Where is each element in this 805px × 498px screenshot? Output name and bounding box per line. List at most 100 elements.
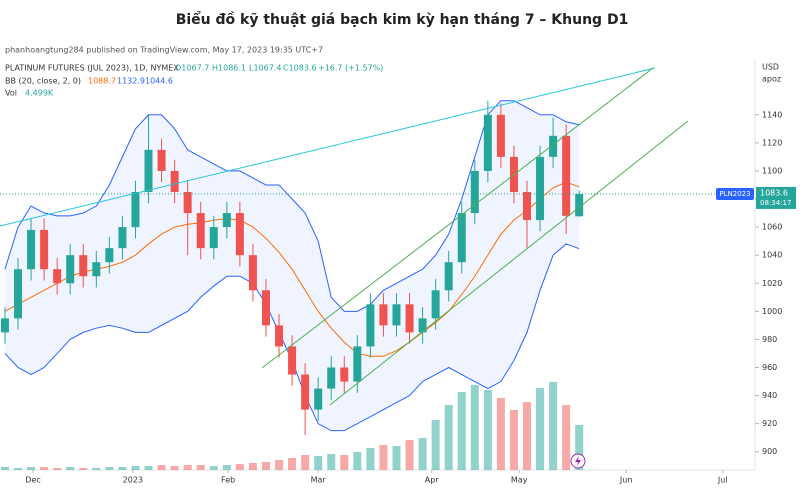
volume-bar bbox=[209, 466, 218, 470]
legend-low: L1067.4 bbox=[249, 64, 281, 73]
legend-bb-basis: 1088.7 bbox=[88, 77, 116, 86]
volume-bar bbox=[92, 468, 101, 470]
candle-body bbox=[105, 248, 114, 263]
candle-body bbox=[222, 213, 231, 228]
volume-bar bbox=[509, 410, 518, 470]
candle-body bbox=[340, 367, 349, 382]
candle-body bbox=[327, 367, 336, 389]
candle-body bbox=[27, 229, 36, 270]
y-tick-label: 1100 bbox=[762, 166, 782, 175]
candle-body bbox=[144, 149, 153, 192]
x-tick-label: Jun bbox=[619, 476, 633, 485]
channel-line bbox=[329, 120, 689, 406]
candle-body bbox=[118, 227, 127, 249]
x-tick-label: 2023 bbox=[123, 476, 143, 485]
volume-bar bbox=[444, 405, 453, 470]
legend: PLATINUM FUTURES (JUL 2023), 1D, NYMEX O… bbox=[5, 64, 383, 98]
candle-body bbox=[92, 262, 101, 277]
x-tick-label: May bbox=[511, 476, 528, 485]
y-tick-label: 980 bbox=[762, 335, 777, 344]
candle-body bbox=[470, 170, 479, 214]
volume-bar bbox=[327, 454, 336, 470]
x-tick-label: Dec bbox=[25, 476, 40, 485]
candle-body bbox=[496, 114, 505, 157]
candle-body bbox=[379, 304, 388, 326]
volume-bar bbox=[418, 438, 427, 470]
volume-bar bbox=[0, 467, 9, 470]
volume-bar bbox=[314, 456, 323, 470]
legend-vol: Vol bbox=[5, 89, 17, 98]
volume-bar bbox=[40, 467, 49, 470]
volume-bar bbox=[483, 390, 492, 470]
legend-high: H1086.1 bbox=[212, 64, 246, 73]
y-tick-label: 960 bbox=[762, 363, 777, 372]
candle-body bbox=[261, 290, 270, 326]
volume-bar bbox=[131, 466, 140, 470]
candle-body bbox=[40, 229, 49, 270]
volume-bar bbox=[118, 467, 127, 470]
candle-body bbox=[288, 346, 297, 375]
candle-body bbox=[418, 318, 427, 333]
chart-title: Biểu đồ kỹ thuật giá bạch kim kỳ hạn thá… bbox=[176, 11, 629, 28]
candle-body bbox=[431, 290, 440, 319]
x-tick-label: Mar bbox=[311, 476, 327, 485]
volume-bar bbox=[275, 460, 284, 470]
axis-unit: USD bbox=[762, 63, 779, 72]
candle-body bbox=[14, 269, 23, 319]
candle-body bbox=[301, 374, 310, 410]
volume-bar bbox=[496, 398, 505, 470]
volume-bar bbox=[66, 467, 75, 470]
price-label: 1083.6 bbox=[760, 188, 788, 197]
legend-close: C1083.6 bbox=[283, 64, 317, 73]
legend-bb: BB (20, close, 2, 0) bbox=[5, 77, 81, 86]
volume-bar bbox=[536, 388, 545, 470]
candle-body bbox=[536, 156, 545, 221]
candle-body bbox=[366, 304, 375, 347]
legend-bb-upper: 1132.9 bbox=[117, 77, 145, 86]
candle-body bbox=[549, 135, 558, 157]
volume-bar bbox=[340, 455, 349, 470]
candle-body bbox=[444, 262, 453, 291]
legend-symbol: PLATINUM FUTURES (JUL 2023), 1D, NYMEX bbox=[5, 64, 179, 73]
volume-bar bbox=[575, 425, 584, 470]
trend-line bbox=[0, 67, 656, 227]
volume-bar bbox=[379, 445, 388, 470]
candle-body bbox=[235, 213, 244, 256]
volume-bar bbox=[549, 382, 558, 470]
volume-bar bbox=[27, 467, 36, 470]
candle-body bbox=[457, 213, 466, 263]
candle-body bbox=[483, 114, 492, 171]
y-tick-label: 1060 bbox=[762, 223, 782, 232]
candle-body bbox=[79, 255, 88, 277]
bb-basis bbox=[4, 181, 580, 357]
bb-upper bbox=[4, 100, 580, 312]
volume-bar bbox=[183, 465, 192, 470]
x-tick-label: Feb bbox=[221, 476, 235, 485]
volume-bar bbox=[288, 458, 297, 470]
volume-bar bbox=[366, 448, 375, 470]
candle-body bbox=[405, 304, 414, 333]
legend-vol-value: 4.499K bbox=[25, 89, 54, 98]
axis-note: apoz bbox=[762, 75, 781, 84]
volume-bar bbox=[392, 446, 401, 470]
volume-bar bbox=[301, 455, 310, 470]
volume-bar bbox=[14, 468, 23, 470]
candle-body bbox=[392, 304, 401, 326]
candle-body bbox=[248, 255, 257, 291]
candle-body bbox=[53, 269, 62, 284]
candle-body bbox=[209, 227, 218, 249]
event-icon-bolt bbox=[575, 456, 581, 466]
candle-body bbox=[157, 149, 166, 171]
candle-body bbox=[196, 213, 205, 249]
volume-bar bbox=[248, 463, 257, 470]
volume-bar bbox=[405, 440, 414, 470]
candle-body bbox=[522, 191, 531, 221]
volume-bar bbox=[53, 468, 62, 470]
countdown-label: 08:34:17 bbox=[760, 199, 791, 207]
volume-bar bbox=[79, 468, 88, 470]
x-tick-label: Jul bbox=[717, 476, 728, 485]
candle-body bbox=[66, 255, 75, 284]
volume-bar bbox=[522, 402, 531, 470]
